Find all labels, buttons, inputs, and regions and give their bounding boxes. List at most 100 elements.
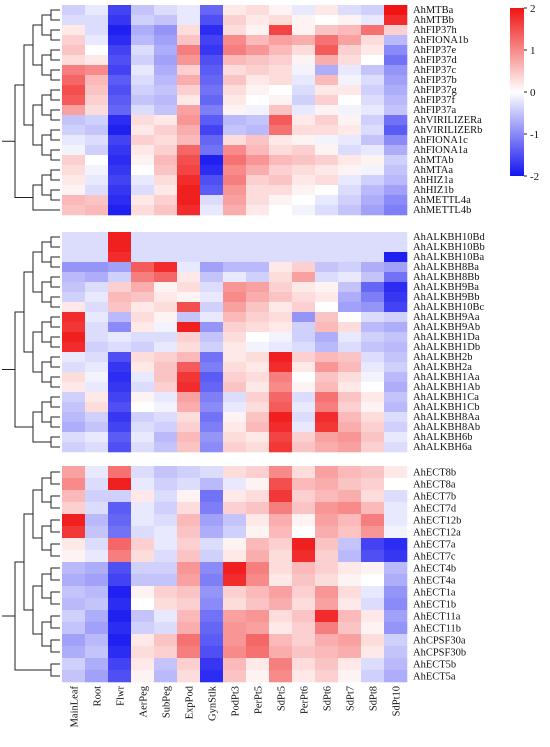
- heatmap-cell: [62, 145, 86, 156]
- heatmap-cell: [62, 586, 86, 599]
- dendrogram-branch: [41, 321, 51, 343]
- heatmap-cell: [154, 322, 178, 333]
- heatmap-cell: [200, 65, 224, 76]
- row-label: AhALKBH10Ba: [413, 252, 485, 263]
- dendrogram-branch: [41, 54, 51, 76]
- heatmap-cell: [246, 442, 270, 453]
- heatmap-cell: [292, 352, 316, 363]
- heatmap-cell: [131, 85, 155, 96]
- heatmap-cell: [223, 322, 247, 333]
- heatmap-cell: [246, 95, 270, 106]
- heatmap-cell: [177, 75, 201, 86]
- heatmap-cell: [315, 598, 339, 611]
- heatmap-cell: [131, 165, 155, 176]
- heatmap-cell: [108, 646, 132, 659]
- heatmap-cell: [154, 372, 178, 383]
- heatmap-cell: [85, 538, 109, 551]
- heatmap-cell: [131, 490, 155, 503]
- dendrogram-branch: [41, 621, 51, 647]
- heatmap-cell: [361, 175, 385, 186]
- heatmap-cell: [223, 622, 247, 635]
- heatmap-cell: [338, 490, 362, 503]
- heatmap-cell: [361, 105, 385, 116]
- heatmap-cell: [269, 135, 293, 146]
- heatmap-cell: [246, 432, 270, 443]
- heatmap-cell: [85, 362, 109, 373]
- heatmap-cell: [315, 155, 339, 166]
- heatmap-cell: [223, 95, 247, 106]
- heatmap-cell: [85, 75, 109, 86]
- heatmap-cell: [292, 282, 316, 293]
- heatmap-cell: [315, 382, 339, 393]
- heatmap-cell: [154, 634, 178, 647]
- dendrogram-branch: [41, 281, 51, 303]
- heatmap-cell: [338, 322, 362, 333]
- heatmap-cell: [223, 658, 247, 671]
- row-label: AhMETTL4a: [413, 195, 471, 206]
- heatmap-cell: [315, 610, 339, 623]
- heatmap-cell: [361, 312, 385, 323]
- heatmap-cell: [246, 586, 270, 599]
- heatmap-cell: [62, 25, 86, 36]
- heatmap-cell: [338, 562, 362, 575]
- dendrogram-branch: [50, 316, 60, 328]
- heatmap-cell: [292, 502, 316, 515]
- heatmap-cell: [131, 292, 155, 303]
- heatmap-cell: [361, 382, 385, 393]
- heatmap-cell: [154, 15, 178, 26]
- heatmap-cell: [315, 502, 339, 515]
- row-label: AhECT8a: [413, 479, 456, 490]
- heatmap-cell: [154, 658, 178, 671]
- heatmap-cell: [269, 45, 293, 56]
- heatmap-block-2: [62, 232, 408, 453]
- heatmap-cell: [108, 422, 132, 433]
- heatmap-cell: [315, 252, 339, 263]
- heatmap-cell: [108, 35, 132, 46]
- dendrogram-branch: [50, 189, 60, 201]
- heatmap-cell: [131, 362, 155, 373]
- heatmap-cell: [292, 658, 316, 671]
- dendrogram-branch: [50, 591, 60, 605]
- heatmap-cell: [154, 125, 178, 136]
- heatmap-cell: [361, 670, 385, 683]
- heatmap-cell: [154, 195, 178, 206]
- heatmap-cell: [315, 95, 339, 106]
- heatmap-cell: [384, 412, 408, 423]
- heatmap-cell: [361, 362, 385, 373]
- heatmap-cell: [361, 332, 385, 343]
- heatmap-cell: [177, 478, 201, 491]
- heatmap-cell: [384, 272, 408, 283]
- heatmap-cell: [177, 205, 201, 216]
- heatmap-cell: [246, 125, 270, 136]
- heatmap-cell: [177, 115, 201, 126]
- heatmap-cell: [269, 598, 293, 611]
- heatmap-cell: [154, 252, 178, 263]
- heatmap-cell: [384, 514, 408, 527]
- heatmap-cell: [361, 155, 385, 166]
- heatmap-cell: [108, 5, 132, 16]
- heatmap-cell: [200, 466, 224, 479]
- heatmap-cell: [108, 352, 132, 363]
- heatmap-cell: [223, 302, 247, 313]
- heatmap-cell: [154, 35, 178, 46]
- row-label: AhALKBH1Ab: [413, 382, 480, 393]
- heatmap-cell: [246, 422, 270, 433]
- heatmap-cell: [223, 25, 247, 36]
- heatmap-cell: [361, 115, 385, 126]
- heatmap-cell: [338, 55, 362, 66]
- heatmap-cell: [177, 352, 201, 363]
- heatmap-cell: [85, 526, 109, 539]
- heatmap-cell: [200, 75, 224, 86]
- row-label: AhALKBH8Bb: [413, 272, 480, 283]
- heatmap-cell: [108, 432, 132, 443]
- heatmap-cell: [361, 422, 385, 433]
- heatmap-cell: [384, 574, 408, 587]
- heatmap-cell: [292, 292, 316, 303]
- heatmap-cell: [315, 658, 339, 671]
- heatmap-cell: [108, 135, 132, 146]
- heatmap-cell: [223, 598, 247, 611]
- heatmap-cell: [108, 586, 132, 599]
- heatmap-cell: [315, 55, 339, 66]
- heatmap-cell: [338, 155, 362, 166]
- heatmap-cell: [200, 252, 224, 263]
